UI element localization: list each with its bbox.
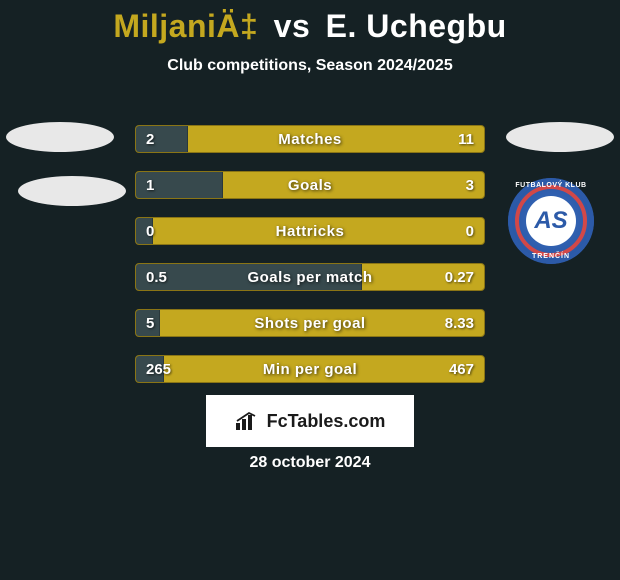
stat-bar: 265Min per goal467 bbox=[135, 355, 485, 383]
stat-label: Matches bbox=[136, 126, 484, 152]
brand-text: FcTables.com bbox=[267, 411, 386, 432]
comparison-title: MiljaniÄ‡ vs E. Uchegbu bbox=[0, 0, 620, 45]
crest-top-text: FUTBALOVÝ KLUB bbox=[508, 182, 594, 189]
subtitle: Club competitions, Season 2024/2025 bbox=[0, 57, 620, 75]
stat-bar: 0.5Goals per match0.27 bbox=[135, 263, 485, 291]
date-label: 28 october 2024 bbox=[0, 454, 620, 472]
stats-bars: 2Matches11 1Goals3 0Hattricks0 0.5Goals per… bbox=[135, 125, 485, 401]
brand-box: FcTables.com bbox=[206, 395, 414, 447]
stat-bar: 5Shots per goal8.33 bbox=[135, 309, 485, 337]
stat-label: Shots per goal bbox=[136, 310, 484, 336]
player1-name: MiljaniÄ‡ bbox=[113, 8, 258, 44]
player2-club-crest: FUTBALOVÝ KLUB AS TRENČÍN bbox=[508, 178, 594, 264]
player1-badge-placeholder-2 bbox=[18, 176, 126, 206]
stat-label: Hattricks bbox=[136, 218, 484, 244]
stat-value-right: 0.27 bbox=[445, 264, 474, 290]
vs-label: vs bbox=[274, 8, 311, 44]
player2-name: E. Uchegbu bbox=[326, 8, 507, 44]
stat-bar: 1Goals3 bbox=[135, 171, 485, 199]
stat-value-right: 467 bbox=[449, 356, 474, 382]
stat-value-right: 0 bbox=[466, 218, 474, 244]
player1-badge-placeholder-1 bbox=[6, 122, 114, 152]
stat-bar: 0Hattricks0 bbox=[135, 217, 485, 245]
brand-chart-icon bbox=[235, 411, 261, 431]
stat-value-right: 11 bbox=[458, 126, 474, 152]
crest-letter: AS bbox=[534, 207, 567, 235]
stat-value-right: 3 bbox=[466, 172, 474, 198]
stat-label: Goals bbox=[136, 172, 484, 198]
stat-label: Min per goal bbox=[136, 356, 484, 382]
stat-value-right: 8.33 bbox=[445, 310, 474, 336]
stat-label: Goals per match bbox=[136, 264, 484, 290]
crest-bottom-text: TRENČÍN bbox=[508, 253, 594, 260]
stat-bar: 2Matches11 bbox=[135, 125, 485, 153]
player2-badge-placeholder-1 bbox=[506, 122, 614, 152]
